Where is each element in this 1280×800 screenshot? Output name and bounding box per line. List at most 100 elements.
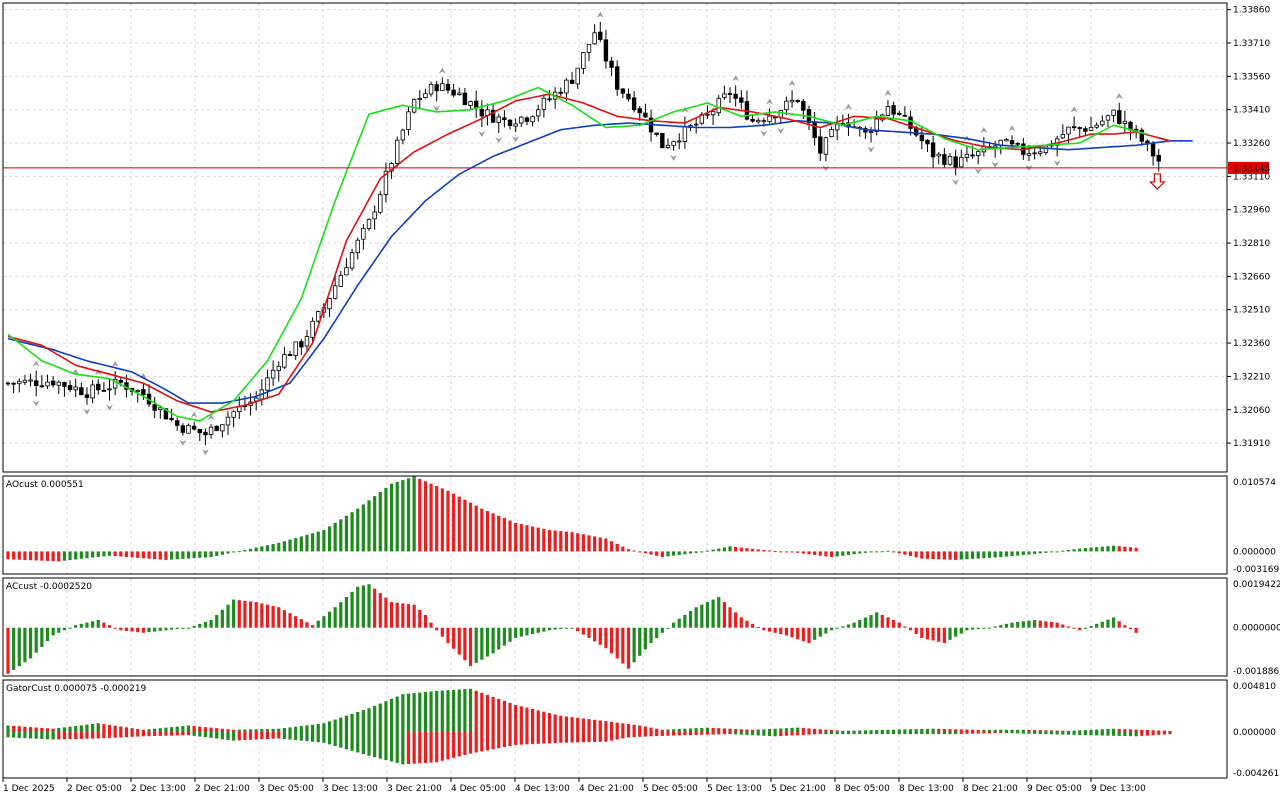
bull-candle	[395, 139, 400, 164]
bear-candle	[818, 136, 823, 154]
histogram-bar	[74, 551, 78, 560]
histogram-bar	[192, 551, 196, 559]
histogram-bar	[271, 731, 275, 739]
histogram-bar	[621, 731, 625, 739]
price-panel[interactable]: 1.33860 1.33710 1.33560 1.33410 1.33260 1.331…	[2, 2, 1270, 473]
bull-candle	[304, 336, 310, 347]
histogram-bar	[1033, 620, 1037, 628]
histogram-bar	[356, 731, 360, 753]
bull-candle	[784, 100, 789, 111]
histogram-bar	[418, 731, 422, 764]
histogram-bar	[124, 727, 129, 732]
histogram-bar	[356, 508, 360, 552]
histogram-bar	[28, 551, 33, 561]
histogram-bar	[446, 731, 450, 760]
histogram-bar	[452, 627, 456, 649]
time-axis-label: 5 Dec 05:00	[643, 784, 698, 794]
histogram-bar	[350, 713, 354, 732]
histogram-bar	[880, 614, 884, 628]
histogram-bar	[203, 731, 208, 738]
bull-candle	[423, 93, 428, 98]
histogram-bar	[203, 551, 208, 558]
histogram-bar	[1117, 546, 1121, 552]
ao-indicator-panel[interactable]: 0.010574 0.000000 -0.003169 AOcust 0.000551	[2, 475, 1279, 575]
ac-indicator-panel[interactable]: 0.0019422 0.0000000 -0.0018869 ACcust -0.00…	[2, 577, 1280, 677]
histogram-bar	[113, 551, 117, 557]
indicator-axis-label: 0.0019422	[1233, 580, 1280, 590]
bull-candle	[1026, 153, 1032, 156]
histogram-bar	[226, 604, 230, 628]
histogram-bar	[807, 627, 811, 644]
histogram-bar	[559, 627, 563, 629]
histogram-bar	[68, 551, 72, 561]
gator-indicator-panel[interactable]: 0.004810 0.000000 -0.004261 GatorCust 0.000…	[2, 679, 1279, 779]
histogram-bar	[705, 602, 710, 628]
histogram-bar	[880, 731, 884, 735]
histogram-bar	[530, 709, 535, 732]
histogram-bar	[649, 627, 653, 644]
histogram-bar	[525, 731, 529, 745]
histogram-bar	[920, 627, 924, 638]
indicator-axis-label: -0.003169	[1233, 565, 1279, 575]
histogram-bar	[435, 486, 439, 552]
candles	[5, 21, 1161, 446]
histogram-bar	[130, 551, 134, 558]
histogram-bar	[446, 690, 450, 732]
histogram-bar	[181, 551, 185, 559]
price-axis-label: 1.33710	[1233, 39, 1270, 49]
histogram-bar	[925, 728, 930, 732]
bull-candle	[665, 144, 671, 149]
histogram-bar	[852, 622, 856, 628]
bull-candle	[823, 137, 829, 155]
histogram-bar	[773, 731, 777, 737]
histogram-bar	[1078, 731, 1082, 735]
histogram-bar	[440, 488, 444, 552]
histogram-bar	[643, 551, 648, 554]
histogram-bar	[1027, 620, 1031, 628]
histogram-bar	[598, 720, 602, 732]
histogram-bar	[937, 627, 941, 642]
histogram-bar	[406, 693, 411, 732]
histogram-bar	[722, 547, 726, 552]
histogram-bar	[51, 728, 55, 732]
bear-candle	[163, 408, 169, 420]
histogram-bar	[711, 599, 715, 628]
histogram-bar	[519, 627, 523, 637]
histogram-bar	[717, 596, 721, 628]
histogram-bar	[920, 551, 924, 559]
bull-candle	[327, 298, 332, 310]
histogram-bar	[976, 731, 980, 734]
histogram-bar	[773, 728, 777, 732]
histogram-bar	[322, 530, 326, 552]
histogram-bar	[722, 728, 726, 732]
indicator-axis-label: 0.004810	[1233, 682, 1276, 692]
histogram-bar	[102, 724, 106, 732]
bear-candle	[1009, 140, 1015, 145]
histogram-bar	[316, 531, 320, 552]
histogram-bar	[553, 530, 557, 552]
histogram-bar	[767, 731, 772, 737]
histogram-bar	[198, 726, 202, 732]
alligator-lips-line	[7, 86, 1148, 422]
histogram-bar	[655, 728, 659, 732]
histogram-bar	[23, 551, 27, 560]
histogram-bar	[203, 727, 208, 732]
histogram-bar	[237, 729, 241, 732]
histogram-bar	[587, 731, 591, 743]
histogram-bar	[914, 731, 918, 735]
histogram-bar	[248, 731, 253, 740]
histogram-bar	[40, 627, 44, 647]
bear-candle	[660, 132, 665, 149]
histogram-bar	[688, 731, 693, 736]
histogram-bar	[474, 731, 478, 753]
histogram-bar	[429, 622, 433, 628]
histogram-bar	[869, 551, 873, 553]
histogram-bar	[835, 730, 839, 732]
histogram-bar	[779, 731, 783, 737]
bear-candle	[434, 84, 439, 92]
histogram-bar	[863, 551, 867, 553]
histogram-bar	[344, 596, 349, 628]
histogram-bar	[17, 627, 21, 667]
bull-candle	[406, 111, 411, 130]
